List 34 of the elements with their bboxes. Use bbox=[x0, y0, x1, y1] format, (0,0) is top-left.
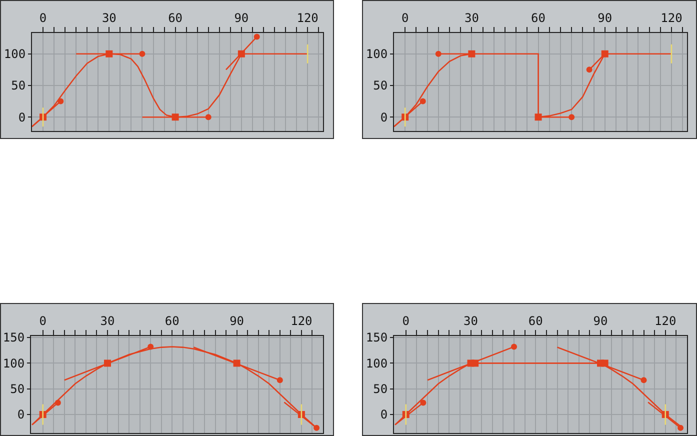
x-tick-label: 30 bbox=[100, 314, 115, 328]
x-tick-label: 90 bbox=[598, 11, 612, 26]
x-tick-label: 90 bbox=[593, 314, 608, 328]
y-tick-label: 150 bbox=[2, 330, 25, 345]
x-tick-label: 120 bbox=[290, 314, 312, 328]
x-tick-label: 0 bbox=[39, 314, 46, 328]
x-tick-label: 60 bbox=[528, 314, 543, 328]
y-tick-label: 0 bbox=[380, 408, 388, 422]
x-tick-label: 30 bbox=[464, 11, 479, 26]
x-tick-label: 30 bbox=[102, 11, 116, 26]
x-tick-label: 30 bbox=[464, 314, 478, 328]
y-tick-label: 50 bbox=[11, 78, 26, 93]
y-tick-label: 100 bbox=[366, 356, 388, 370]
x-tick-label: 120 bbox=[654, 314, 676, 328]
x-tick-label: 60 bbox=[531, 11, 546, 26]
x-tick-label: 0 bbox=[402, 314, 410, 328]
y-tick-label: 0 bbox=[17, 408, 25, 422]
y-tick-label: 50 bbox=[10, 382, 25, 396]
y-tick-label: 50 bbox=[373, 78, 388, 93]
x-tick-label: 90 bbox=[234, 11, 249, 26]
x-tick-label: 120 bbox=[296, 11, 318, 26]
y-tick-label: 100 bbox=[2, 356, 25, 370]
x-tick-label: 90 bbox=[230, 314, 244, 328]
y-tick-label: 0 bbox=[380, 110, 388, 124]
y-tick-label: 100 bbox=[366, 47, 388, 62]
x-tick-label: 60 bbox=[164, 314, 180, 328]
x-tick-label: 60 bbox=[168, 11, 183, 26]
y-tick-label: 150 bbox=[366, 330, 388, 345]
x-tick-label: 120 bbox=[660, 11, 682, 26]
y-tick-label: 50 bbox=[373, 382, 388, 396]
x-tick-label: 0 bbox=[401, 11, 409, 26]
y-tick-label: 100 bbox=[4, 47, 26, 62]
x-tick-label: 0 bbox=[39, 11, 47, 26]
y-tick-label: 0 bbox=[18, 110, 26, 124]
